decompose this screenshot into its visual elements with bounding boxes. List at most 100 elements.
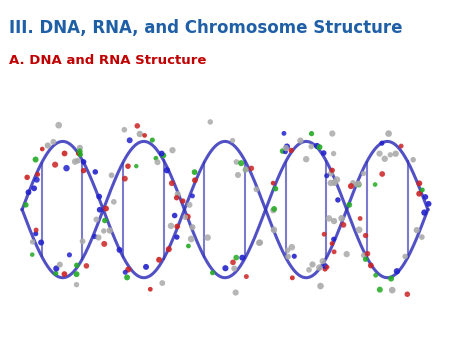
Point xyxy=(372,272,379,278)
Point xyxy=(160,153,167,158)
Point xyxy=(231,266,238,271)
Point xyxy=(158,151,165,156)
Point xyxy=(121,127,128,132)
Point xyxy=(324,264,331,270)
Point xyxy=(330,218,338,224)
Point xyxy=(270,206,278,212)
Point xyxy=(167,223,175,228)
Point xyxy=(96,207,104,213)
Point xyxy=(83,263,90,269)
Point xyxy=(272,186,279,191)
Point xyxy=(364,251,371,257)
Point xyxy=(362,233,369,238)
Point xyxy=(74,158,81,163)
Point xyxy=(174,191,181,197)
Point xyxy=(422,194,429,200)
Point xyxy=(66,252,73,258)
Point xyxy=(232,290,239,295)
Point xyxy=(282,149,289,154)
Point xyxy=(179,198,186,204)
Point xyxy=(288,148,295,153)
Point xyxy=(270,208,277,213)
Point xyxy=(393,269,400,274)
Point xyxy=(425,201,432,207)
Point xyxy=(419,187,426,193)
Point xyxy=(189,224,196,230)
Point xyxy=(320,150,327,156)
Point xyxy=(367,263,374,268)
Point xyxy=(91,234,98,239)
Point xyxy=(328,131,336,136)
Point xyxy=(133,164,140,169)
Point xyxy=(32,157,39,162)
Point xyxy=(184,214,191,219)
Point xyxy=(80,168,87,173)
Point xyxy=(389,287,396,293)
Point xyxy=(397,143,405,149)
Point xyxy=(100,228,108,234)
Point xyxy=(385,131,392,136)
Point xyxy=(174,224,181,229)
Point xyxy=(413,227,420,233)
Point xyxy=(291,254,298,259)
Point xyxy=(101,241,108,247)
Point xyxy=(346,202,353,208)
Point xyxy=(147,287,154,292)
Point xyxy=(191,177,198,183)
Point xyxy=(93,217,100,222)
Point xyxy=(387,276,395,281)
Point xyxy=(325,216,333,221)
Point xyxy=(186,202,193,208)
Point xyxy=(343,251,350,257)
Point xyxy=(31,186,38,191)
Point xyxy=(152,155,159,161)
Point xyxy=(330,151,337,156)
Point xyxy=(401,254,409,259)
Point xyxy=(173,195,180,200)
Text: III. DNA, RNA, and Chromosome Structure: III. DNA, RNA, and Chromosome Structure xyxy=(9,19,402,37)
Point xyxy=(353,182,360,187)
Point xyxy=(106,228,113,233)
Point xyxy=(125,267,132,272)
Point xyxy=(331,180,338,186)
Point xyxy=(360,252,368,258)
Point xyxy=(331,180,338,185)
Point xyxy=(25,190,32,195)
Point xyxy=(229,138,236,143)
Point xyxy=(256,240,263,245)
Point xyxy=(270,180,277,186)
Point xyxy=(171,213,178,218)
Point xyxy=(76,145,83,150)
Point xyxy=(253,187,260,192)
Point xyxy=(182,215,189,220)
Point xyxy=(50,139,57,145)
Point xyxy=(416,191,423,196)
Point xyxy=(309,262,316,267)
Point xyxy=(29,252,36,257)
Point xyxy=(316,144,323,150)
Point xyxy=(154,160,161,165)
Point xyxy=(126,138,133,143)
Point xyxy=(185,243,192,249)
Point xyxy=(75,151,82,156)
Point xyxy=(356,216,364,221)
Point xyxy=(349,180,356,186)
Point xyxy=(330,237,338,242)
Point xyxy=(248,166,255,171)
Point xyxy=(101,218,108,223)
Point xyxy=(376,287,383,292)
Point xyxy=(321,263,328,269)
Point xyxy=(233,159,240,165)
Point xyxy=(243,274,250,279)
Point xyxy=(141,133,148,138)
Point xyxy=(338,216,345,221)
Point xyxy=(37,240,45,245)
Point xyxy=(73,271,80,277)
Point xyxy=(308,131,315,136)
Point xyxy=(77,152,84,157)
Point xyxy=(284,248,291,253)
Point xyxy=(239,255,246,260)
Point xyxy=(23,175,31,180)
Point xyxy=(404,292,411,297)
Point xyxy=(313,143,320,149)
